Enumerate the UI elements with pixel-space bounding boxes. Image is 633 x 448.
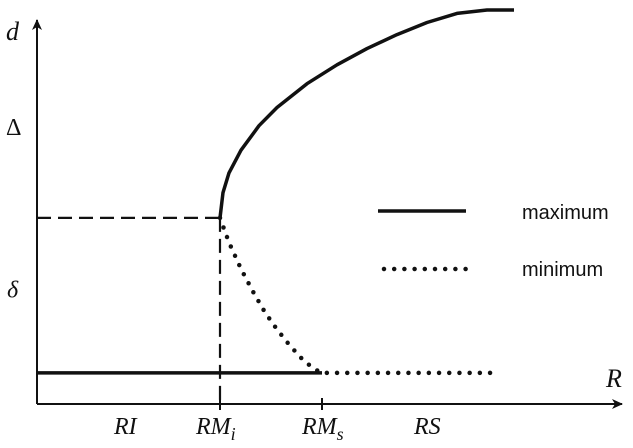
legend-label-maximum: maximum xyxy=(522,202,609,224)
y-tick-label-delta: Δ xyxy=(6,115,21,141)
legend-label-minimum: minimum xyxy=(522,259,603,281)
region-label-rms-main: RM xyxy=(301,414,339,440)
y-axis-label: d xyxy=(6,17,20,46)
region-label-ri: RI xyxy=(113,414,138,440)
region-label-rs: RS xyxy=(413,414,441,440)
legend: maximum minimum xyxy=(378,202,609,281)
series-group xyxy=(37,8,514,404)
region-label-rms: RMs xyxy=(301,414,344,444)
region-label-rms-sub: s xyxy=(337,424,344,444)
region-label-rmi-sub: i xyxy=(231,424,236,444)
region-label-rmi: RMi xyxy=(195,414,236,444)
series-maximum-upper xyxy=(218,8,514,219)
series-minimum xyxy=(217,215,496,376)
region-label-rmi-main: RM xyxy=(195,414,233,440)
x-axis-label: R xyxy=(605,364,622,393)
y-tick-label-small-delta: δ xyxy=(7,278,19,304)
